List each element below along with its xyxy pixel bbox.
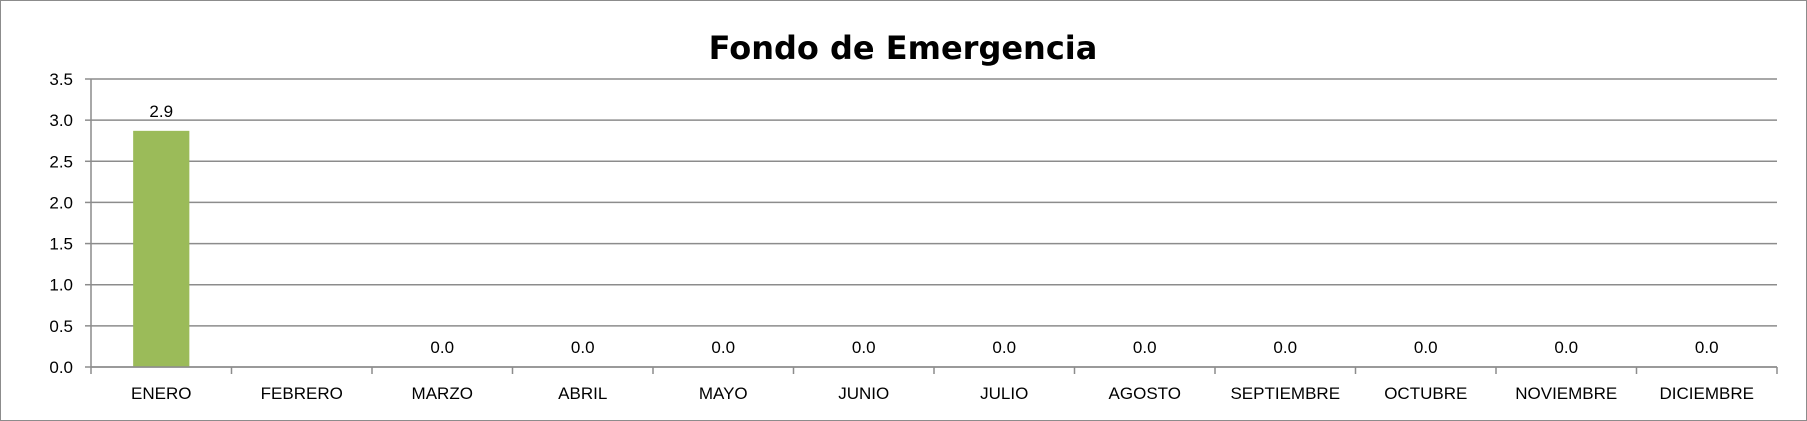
y-tick-label: 0.5 (49, 317, 73, 336)
x-tick-label: SEPTIEMBRE (1230, 384, 1340, 403)
y-tick-label: 3.0 (49, 111, 73, 130)
bars (133, 130, 190, 367)
data-label: 0.0 (571, 338, 595, 357)
y-tick-label: 3.5 (49, 70, 73, 89)
data-label: 0.0 (1414, 338, 1438, 357)
bar-enero (133, 130, 190, 367)
x-tick-label: ENERO (131, 384, 191, 403)
data-label: 0.0 (852, 338, 876, 357)
data-label: 0.0 (992, 338, 1016, 357)
x-tick-label: FEBRERO (261, 384, 343, 403)
data-label: 0.0 (711, 338, 735, 357)
x-tick-label: JULIO (980, 384, 1028, 403)
y-axis-ticks: 0.0 0.5 1.0 1.5 2.0 2.5 3.0 3.5 (49, 70, 92, 377)
gridlines (91, 78, 1777, 368)
data-label: 0.0 (1133, 338, 1157, 357)
data-label: 0.0 (430, 338, 454, 357)
y-tick-label: 0.0 (49, 358, 73, 377)
data-label: 0.0 (1273, 338, 1297, 357)
data-label: 0.0 (1695, 338, 1719, 357)
x-tick-label: ABRIL (558, 384, 607, 403)
data-label: 2.9 (149, 102, 173, 121)
y-tick-label: 2.5 (49, 152, 73, 171)
y-tick-label: 1.5 (49, 235, 73, 254)
y-tick-label: 2.0 (49, 193, 73, 212)
data-labels: 2.9 0.0 0.0 0.0 0.0 0.0 0.0 0.0 0.0 0.0 0.0 (149, 102, 1718, 357)
chart-title: Fondo de Emergencia (709, 29, 1098, 67)
x-tick-label: DICIEMBRE (1660, 384, 1754, 403)
data-label: 0.0 (1554, 338, 1578, 357)
x-tick-label: MARZO (412, 384, 473, 403)
y-tick-label: 1.0 (49, 276, 73, 295)
x-tick-label: OCTUBRE (1384, 384, 1467, 403)
x-tick-label: MAYO (699, 384, 748, 403)
x-tick-label: JUNIO (838, 384, 889, 403)
x-axis: ENERO FEBRERO MARZO ABRIL MAYO JUNIO JULIO AGOS… (90, 366, 1778, 403)
x-tick-label: NOVIEMBRE (1515, 384, 1617, 403)
x-tick-label: AGOSTO (1109, 384, 1181, 403)
